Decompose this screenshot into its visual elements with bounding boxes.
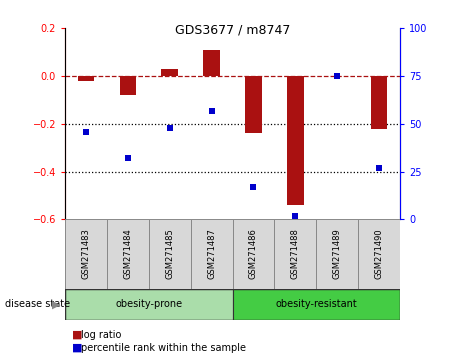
Point (208, 108, 215, 113)
FancyBboxPatch shape (232, 219, 274, 289)
Bar (78, 76, 94, 81)
Text: GDS3677 / m8747: GDS3677 / m8747 (175, 23, 290, 36)
Text: ■: ■ (72, 343, 83, 353)
FancyBboxPatch shape (232, 289, 400, 320)
FancyBboxPatch shape (358, 219, 400, 289)
FancyBboxPatch shape (191, 219, 232, 289)
Text: GSM271490: GSM271490 (374, 229, 384, 279)
Bar (161, 69, 178, 76)
Text: GSM271487: GSM271487 (207, 229, 216, 279)
Text: GSM271485: GSM271485 (165, 229, 174, 279)
FancyBboxPatch shape (65, 289, 232, 320)
Text: obesity-prone: obesity-prone (115, 299, 182, 309)
Text: log ratio: log ratio (81, 330, 122, 339)
Text: GSM271483: GSM271483 (81, 229, 91, 279)
Text: GSM271484: GSM271484 (123, 229, 133, 279)
Point (250, 184, 257, 190)
Bar (371, 76, 387, 129)
FancyBboxPatch shape (107, 219, 149, 289)
Text: GSM271489: GSM271489 (332, 229, 342, 279)
Bar (203, 50, 220, 76)
FancyBboxPatch shape (149, 219, 191, 289)
Text: obesity-resistant: obesity-resistant (275, 299, 357, 309)
Point (333, 73, 341, 79)
Point (375, 165, 383, 171)
Text: GSM271486: GSM271486 (249, 229, 258, 279)
Point (124, 155, 132, 161)
FancyBboxPatch shape (316, 219, 358, 289)
Bar (287, 76, 304, 205)
FancyBboxPatch shape (65, 219, 107, 289)
Text: ■: ■ (72, 330, 83, 339)
Text: percentile rank within the sample: percentile rank within the sample (81, 343, 246, 353)
FancyBboxPatch shape (274, 219, 316, 289)
Point (292, 213, 299, 218)
Text: GSM271488: GSM271488 (291, 229, 300, 279)
Point (166, 125, 173, 131)
Text: disease state: disease state (5, 299, 70, 309)
Bar (120, 76, 136, 95)
Text: ▶: ▶ (52, 299, 60, 309)
Point (82, 129, 90, 135)
Bar (245, 76, 262, 133)
